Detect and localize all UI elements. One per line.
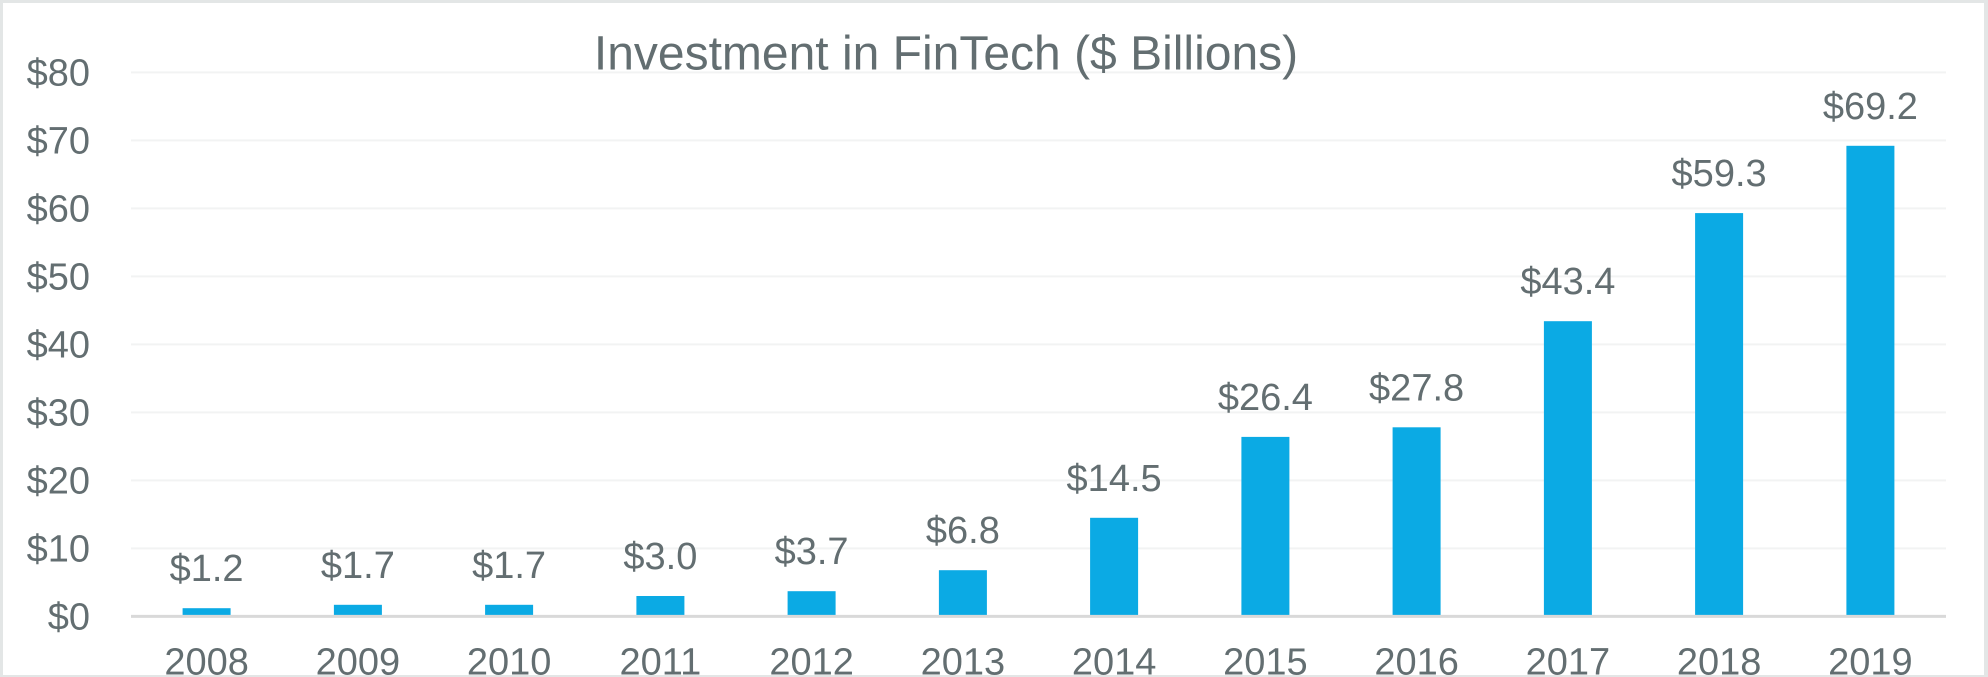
svg-text:2012: 2012 <box>769 642 854 677</box>
svg-text:$30: $30 <box>27 392 90 434</box>
svg-text:$10: $10 <box>27 528 90 570</box>
svg-text:2014: 2014 <box>1072 642 1157 677</box>
svg-text:$60: $60 <box>27 188 90 230</box>
svg-text:$20: $20 <box>27 460 90 502</box>
svg-text:$80: $80 <box>27 52 90 94</box>
svg-text:2019: 2019 <box>1828 642 1913 677</box>
svg-text:$3.7: $3.7 <box>775 531 849 573</box>
svg-text:$6.8: $6.8 <box>926 510 1000 552</box>
svg-text:2013: 2013 <box>921 642 1006 677</box>
svg-text:$40: $40 <box>27 324 90 366</box>
svg-text:2010: 2010 <box>467 642 552 677</box>
svg-text:2008: 2008 <box>164 642 249 677</box>
svg-text:$1.7: $1.7 <box>472 545 546 587</box>
svg-text:$70: $70 <box>27 120 90 162</box>
svg-text:$3.0: $3.0 <box>623 536 697 578</box>
svg-text:$26.4: $26.4 <box>1218 377 1313 419</box>
svg-text:$27.8: $27.8 <box>1369 367 1464 409</box>
svg-text:$59.3: $59.3 <box>1672 153 1767 195</box>
svg-text:$0: $0 <box>48 596 90 638</box>
svg-text:2018: 2018 <box>1677 642 1762 677</box>
svg-text:Investment in FinTech ($ Billi: Investment in FinTech ($ Billions) <box>594 28 1298 81</box>
svg-text:$43.4: $43.4 <box>1520 261 1615 303</box>
svg-text:2009: 2009 <box>316 642 401 677</box>
svg-text:$1.7: $1.7 <box>321 545 395 587</box>
svg-text:2011: 2011 <box>620 642 702 677</box>
svg-text:$69.2: $69.2 <box>1823 86 1918 128</box>
svg-text:$14.5: $14.5 <box>1067 458 1162 500</box>
svg-text:2017: 2017 <box>1526 642 1611 677</box>
svg-text:2016: 2016 <box>1374 642 1459 677</box>
svg-text:2015: 2015 <box>1223 642 1308 677</box>
svg-text:$50: $50 <box>27 256 90 298</box>
svg-text:$1.2: $1.2 <box>170 548 244 590</box>
